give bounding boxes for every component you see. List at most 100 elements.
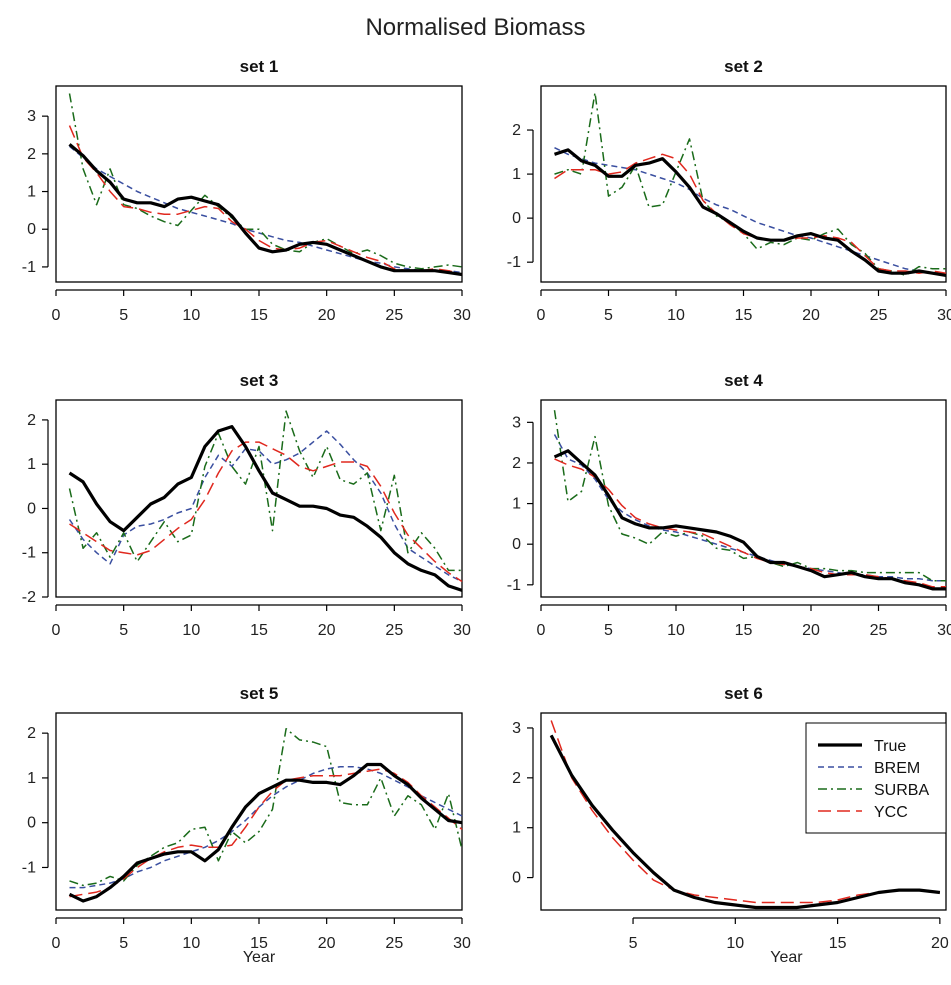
main-title: Normalised Biomass	[365, 14, 586, 41]
x-tick-label: 25	[870, 622, 888, 639]
y-tick-label: 1	[27, 184, 36, 201]
legend-label-ycc: YCC	[874, 804, 908, 821]
x-tick-label: 5	[119, 307, 128, 324]
x-tick-label: 20	[802, 622, 820, 639]
x-tick-label: 15	[250, 307, 268, 324]
x-tick-label: 15	[829, 935, 847, 952]
series-brem	[69, 765, 463, 889]
x-tick-label: 15	[250, 622, 268, 639]
series-ycc	[554, 153, 947, 274]
panel-6: set 6 5 10 15 20 0 1 2 3 Year	[512, 684, 949, 966]
x-tick-label: 10	[667, 622, 685, 639]
y-tick-label: 0	[27, 221, 36, 238]
x-tick-label: 20	[802, 307, 820, 324]
series-true	[553, 449, 946, 591]
y-tick-label: 3	[512, 720, 521, 737]
series-brem	[68, 430, 463, 583]
y-tick-label: -2	[22, 589, 36, 606]
series-true	[68, 762, 463, 903]
series-surba	[68, 93, 463, 270]
x-tick-label: 5	[629, 935, 638, 952]
x-tick-label: 10	[726, 935, 744, 952]
panel-3: set 3 0 5 10 15 20 25 30 -2 -1 0 1 2	[22, 371, 471, 639]
y-tick-label: -1	[22, 545, 36, 562]
legend-label-true: True	[874, 738, 906, 755]
series-surba	[69, 727, 463, 887]
x-tick-label: 0	[537, 307, 546, 324]
x-tick-label: 30	[453, 307, 471, 324]
x-axis-label: Year	[770, 949, 803, 966]
panel-title: set 2	[724, 57, 763, 76]
x-tick-label: 30	[453, 935, 471, 952]
x-tick-label: 10	[182, 622, 200, 639]
series-brem	[553, 434, 946, 582]
x-tick-label: 20	[318, 307, 336, 324]
panel-2: set 2 0 5 10 15 20 25 30 -1 0 1 2	[507, 57, 951, 324]
x-tick-label: 0	[52, 622, 61, 639]
x-tick-label: 30	[937, 307, 951, 324]
x-tick-label: 30	[453, 622, 471, 639]
y-tick-label: -1	[507, 254, 521, 271]
y-tick-label: 0	[512, 536, 521, 553]
x-tick-label: 10	[667, 307, 685, 324]
series-brem	[69, 145, 463, 274]
x-tick-label: 10	[182, 307, 200, 324]
x-tick-label: 5	[604, 307, 613, 324]
x-tick-label: 5	[119, 935, 128, 952]
series-surba	[554, 91, 946, 277]
panel-title: set 4	[724, 371, 763, 390]
series-surba	[68, 410, 462, 572]
y-tick-label: 1	[512, 496, 521, 513]
plot-frame	[55, 712, 463, 911]
legend-label-surba: SURBA	[874, 782, 929, 799]
plot-frame	[55, 85, 463, 283]
x-axis-label: Year	[243, 949, 276, 966]
series-true	[554, 148, 947, 277]
x-tick-label: 5	[119, 622, 128, 639]
x-tick-label: 20	[318, 935, 336, 952]
panel-4: set 4 0 5 10 15 20 25 30 -1 0 1 2 3	[507, 371, 951, 639]
x-tick-label: 5	[604, 622, 613, 639]
x-tick-label: 25	[385, 307, 403, 324]
x-tick-label: 25	[385, 935, 403, 952]
series-true	[68, 425, 463, 592]
y-tick-label: 2	[27, 725, 36, 742]
legend-box	[805, 722, 947, 834]
series-true	[549, 734, 941, 910]
series-ycc	[68, 125, 463, 276]
x-tick-label: 15	[735, 307, 753, 324]
y-tick-label: 2	[512, 122, 521, 139]
panel-1: set 1 0 5 10 15 20 25 30 -1 0 1 2 3	[22, 57, 471, 324]
y-tick-label: 3	[512, 414, 521, 431]
y-tick-label: 1	[512, 820, 521, 837]
series-ycc	[69, 768, 463, 898]
y-tick-label: 3	[27, 108, 36, 125]
x-tick-label: 0	[52, 935, 61, 952]
y-tick-label: 2	[512, 770, 521, 787]
series-ycc	[69, 441, 463, 583]
series-surba	[553, 410, 946, 582]
y-tick-label: 0	[512, 210, 521, 227]
y-tick-label: 1	[27, 456, 36, 473]
plot-frame	[540, 85, 947, 283]
x-tick-label: 20	[931, 935, 949, 952]
panel-title: set 6	[724, 684, 763, 703]
x-tick-label: 0	[537, 622, 546, 639]
x-tick-label: 25	[870, 307, 888, 324]
panel-title: set 5	[240, 684, 279, 703]
panel-5: set 5 0 5 10 15 20 25 30 -1 0 1 2 Year	[22, 684, 471, 966]
y-tick-label: 2	[512, 455, 521, 472]
plot-frame	[55, 399, 463, 598]
x-tick-label: 20	[318, 622, 336, 639]
x-tick-label: 15	[250, 935, 268, 952]
series-brem	[554, 147, 947, 277]
y-tick-label: 0	[27, 815, 36, 832]
x-tick-label: 0	[52, 307, 61, 324]
y-tick-label: 1	[27, 770, 36, 787]
y-tick-label: 2	[27, 412, 36, 429]
series-true	[68, 143, 463, 277]
y-tick-label: 0	[512, 870, 521, 887]
y-tick-label: -1	[507, 577, 521, 594]
x-tick-label: 30	[937, 622, 951, 639]
